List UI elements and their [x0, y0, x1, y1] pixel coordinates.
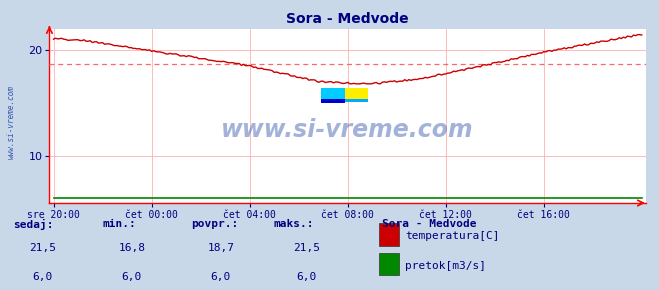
FancyBboxPatch shape — [379, 253, 399, 276]
Text: sedaj:: sedaj: — [13, 219, 53, 230]
Text: 21,5: 21,5 — [293, 243, 320, 253]
FancyBboxPatch shape — [379, 223, 399, 246]
Bar — [321, 88, 345, 99]
Text: pretok[m3/s]: pretok[m3/s] — [405, 261, 486, 271]
Text: 16,8: 16,8 — [119, 243, 145, 253]
Text: min.:: min.: — [102, 219, 136, 229]
Text: 6,0: 6,0 — [297, 272, 316, 282]
Text: Sora - Medvode: Sora - Medvode — [382, 219, 476, 229]
Text: povpr.:: povpr.: — [191, 219, 239, 229]
Text: maks.:: maks.: — [273, 219, 314, 229]
Text: 21,5: 21,5 — [30, 243, 56, 253]
Title: Sora - Medvode: Sora - Medvode — [286, 12, 409, 26]
Text: temperatura[C]: temperatura[C] — [405, 231, 500, 241]
Text: 6,0: 6,0 — [211, 272, 231, 282]
Bar — [321, 99, 345, 104]
Text: 6,0: 6,0 — [122, 272, 142, 282]
Text: 6,0: 6,0 — [33, 272, 53, 282]
Text: www.si-vreme.com: www.si-vreme.com — [7, 85, 16, 159]
Bar — [345, 88, 368, 99]
Text: 18,7: 18,7 — [208, 243, 234, 253]
Bar — [345, 99, 368, 102]
Text: www.si-vreme.com: www.si-vreme.com — [221, 118, 474, 142]
